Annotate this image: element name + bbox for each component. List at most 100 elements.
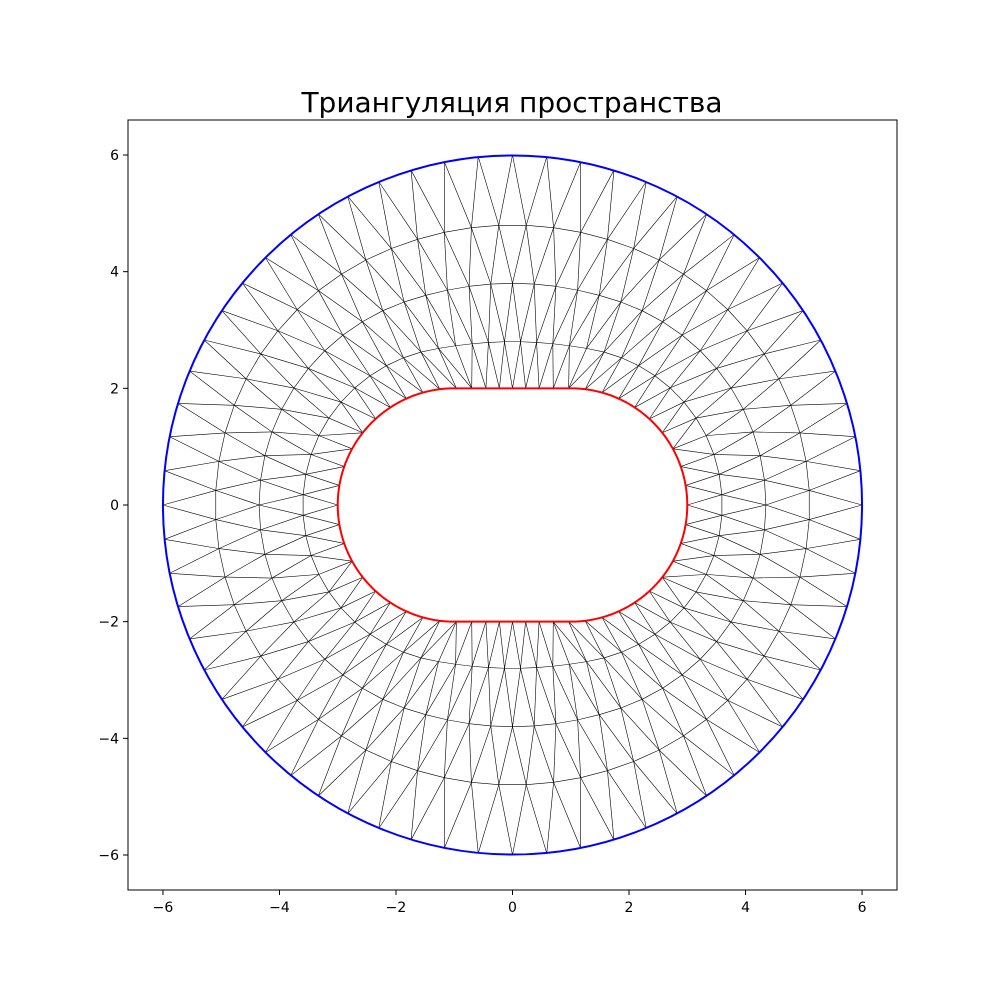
mesh-edge bbox=[324, 634, 371, 660]
mesh-edge bbox=[553, 782, 581, 849]
mesh-edge bbox=[577, 289, 600, 296]
mesh-edge bbox=[391, 239, 418, 249]
mesh-edge bbox=[662, 688, 684, 737]
x-tick-label: 6 bbox=[858, 900, 867, 916]
mesh-edge bbox=[512, 668, 521, 727]
mesh-edge bbox=[410, 169, 445, 233]
mesh-edge bbox=[731, 621, 779, 632]
mesh-edge bbox=[382, 699, 405, 709]
mesh-edge bbox=[778, 339, 821, 380]
mesh-edge bbox=[311, 448, 353, 455]
mesh-edge bbox=[555, 719, 578, 724]
mesh-edge bbox=[447, 289, 473, 344]
mesh-edge bbox=[488, 342, 500, 389]
mesh-edge bbox=[696, 408, 744, 419]
mesh-edge bbox=[743, 409, 754, 433]
mesh-edge bbox=[621, 644, 639, 653]
mesh-edge bbox=[763, 655, 804, 700]
mesh-edge bbox=[746, 655, 765, 680]
mesh-edge bbox=[318, 719, 342, 737]
mesh-edge bbox=[490, 283, 513, 285]
mesh-edge bbox=[654, 634, 701, 660]
y-tick-label: −6 bbox=[98, 848, 119, 864]
mesh-edge bbox=[471, 725, 492, 783]
mesh-edge bbox=[468, 667, 489, 724]
mesh-edge bbox=[382, 652, 404, 700]
mesh-edge bbox=[727, 679, 748, 701]
mesh-edge bbox=[265, 257, 319, 291]
mesh-edge bbox=[455, 343, 473, 347]
mesh-edge bbox=[658, 213, 707, 261]
mesh-edge bbox=[621, 357, 639, 366]
mesh-edge bbox=[525, 621, 537, 668]
mesh-edge bbox=[683, 607, 732, 623]
mesh-edge bbox=[638, 365, 656, 376]
mesh-edge bbox=[403, 657, 422, 709]
mesh-edge bbox=[260, 479, 304, 495]
mesh-edge bbox=[727, 282, 783, 310]
mesh-edge bbox=[603, 301, 622, 353]
mesh-edge bbox=[324, 659, 344, 676]
axes-frame bbox=[127, 119, 898, 891]
mesh-edge bbox=[354, 621, 371, 635]
mesh-edge bbox=[242, 679, 279, 728]
mesh-edge bbox=[324, 334, 344, 351]
mesh-edge bbox=[634, 375, 656, 408]
mesh-edge bbox=[420, 657, 439, 662]
mesh-edge bbox=[455, 345, 473, 389]
mesh-edge bbox=[204, 339, 261, 355]
mesh-edge bbox=[271, 431, 312, 455]
mesh-edge bbox=[680, 454, 715, 467]
mesh-edge bbox=[417, 232, 445, 240]
mesh-edge bbox=[553, 161, 581, 228]
mesh-edge bbox=[204, 339, 247, 380]
mesh-edge bbox=[318, 213, 367, 261]
mesh-edge bbox=[654, 350, 701, 376]
mesh-edge bbox=[260, 353, 309, 369]
mesh-edge bbox=[553, 621, 587, 662]
mesh-edge bbox=[177, 403, 235, 406]
mesh-edge bbox=[778, 370, 836, 380]
mesh-edge bbox=[672, 448, 714, 455]
mesh-edge bbox=[162, 490, 216, 506]
mesh-edge bbox=[340, 387, 356, 403]
mesh-edge bbox=[730, 621, 765, 657]
mesh-edge bbox=[568, 348, 587, 389]
mesh-edge bbox=[302, 515, 307, 536]
mesh-edge bbox=[525, 156, 548, 226]
y-tick-label: −4 bbox=[98, 731, 119, 747]
mesh-edge bbox=[778, 630, 821, 671]
mesh-edge bbox=[498, 784, 513, 856]
mesh-edge bbox=[638, 644, 683, 676]
mesh-edge bbox=[699, 659, 729, 701]
mesh-edge bbox=[438, 661, 456, 665]
mesh-edge bbox=[721, 515, 765, 531]
mesh-edge bbox=[310, 454, 345, 467]
mesh-edge bbox=[790, 405, 801, 433]
mesh-edge bbox=[747, 310, 804, 332]
mesh-edge bbox=[488, 284, 492, 343]
mesh-edge bbox=[246, 621, 294, 632]
mesh-edge bbox=[382, 657, 422, 700]
mesh-edge bbox=[472, 342, 489, 345]
mesh-edge bbox=[347, 196, 392, 249]
mesh-edge bbox=[443, 232, 448, 291]
mesh-edge bbox=[764, 519, 810, 531]
mesh-edge bbox=[669, 607, 685, 623]
mesh-edge bbox=[417, 239, 427, 296]
mesh-edge bbox=[490, 668, 505, 726]
mesh-edge bbox=[417, 239, 448, 291]
mesh-edge bbox=[378, 770, 418, 829]
mesh-edge bbox=[177, 403, 226, 434]
mesh-edge bbox=[443, 719, 448, 778]
mesh-edge bbox=[586, 295, 600, 349]
mesh-edge bbox=[641, 699, 660, 751]
mesh-edge bbox=[169, 432, 226, 438]
mesh-edge bbox=[805, 461, 810, 491]
mesh-edge bbox=[490, 725, 513, 727]
mesh-edge bbox=[164, 470, 216, 491]
mesh-edge bbox=[669, 350, 701, 389]
mesh-edge bbox=[308, 621, 355, 642]
mesh-edge bbox=[305, 466, 345, 475]
mesh-edge bbox=[504, 341, 513, 389]
